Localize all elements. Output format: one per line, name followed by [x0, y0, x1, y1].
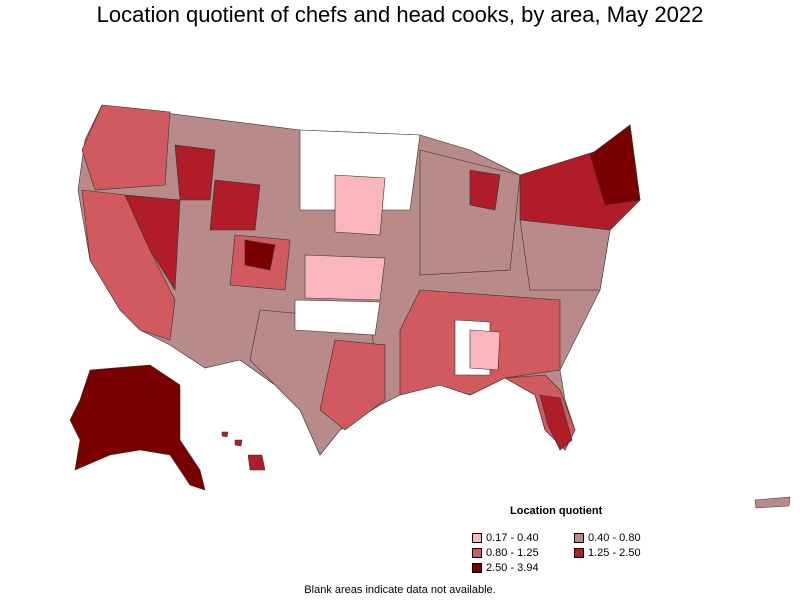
legend-label-1: 0.40 - 0.80: [588, 532, 641, 544]
legend-swatch-2: [472, 548, 482, 558]
region-wyoming: [209, 179, 261, 231]
region-nevada: [124, 194, 181, 291]
region-oklahoma: [294, 299, 381, 336]
legend-swatch-4: [472, 563, 482, 573]
legend-item-4: 2.50 - 3.94: [472, 562, 539, 574]
legend-label-2: 0.80 - 1.25: [486, 547, 539, 559]
us-choropleth-map: [69, 104, 791, 509]
region-pacific-nw: [81, 104, 171, 191]
legend-label-3: 1.25 - 2.50: [588, 547, 641, 559]
region-florida-south: [539, 394, 573, 451]
legend-swatch-1: [574, 533, 584, 543]
region-alaska: [69, 364, 206, 491]
region-north-dakota-mid: [334, 174, 386, 236]
legend-swatch-0: [472, 533, 482, 543]
legend-label-4: 2.50 - 3.94: [486, 562, 539, 574]
region-kansas: [304, 254, 386, 301]
footnote: Blank areas indicate data not available.: [304, 584, 496, 596]
region-puerto-rico: [754, 496, 791, 509]
region-idaho-wyoming: [174, 144, 216, 201]
legend-item-2: 0.80 - 1.25: [472, 547, 539, 559]
region-michigan: [469, 169, 501, 211]
region-texas-coast: [319, 339, 386, 431]
legend-item-0: 0.17 - 0.40: [472, 532, 539, 544]
legend-item-3: 1.25 - 2.50: [574, 547, 641, 559]
region-new-england: [589, 124, 641, 206]
region-colorado-mtn: [244, 239, 276, 271]
legend-label-0: 0.17 - 0.40: [486, 532, 539, 544]
legend-title: Location quotient: [510, 505, 603, 517]
region-mid-atlantic: [519, 219, 611, 291]
region-dakotas: [299, 129, 421, 211]
legend-item-1: 0.40 - 0.80: [574, 532, 641, 544]
region-hawaii: [221, 431, 266, 471]
map-title: Location quotient of chefs and head cook…: [96, 2, 704, 27]
legend-swatch-3: [574, 548, 584, 558]
region-alabama: [469, 329, 501, 371]
